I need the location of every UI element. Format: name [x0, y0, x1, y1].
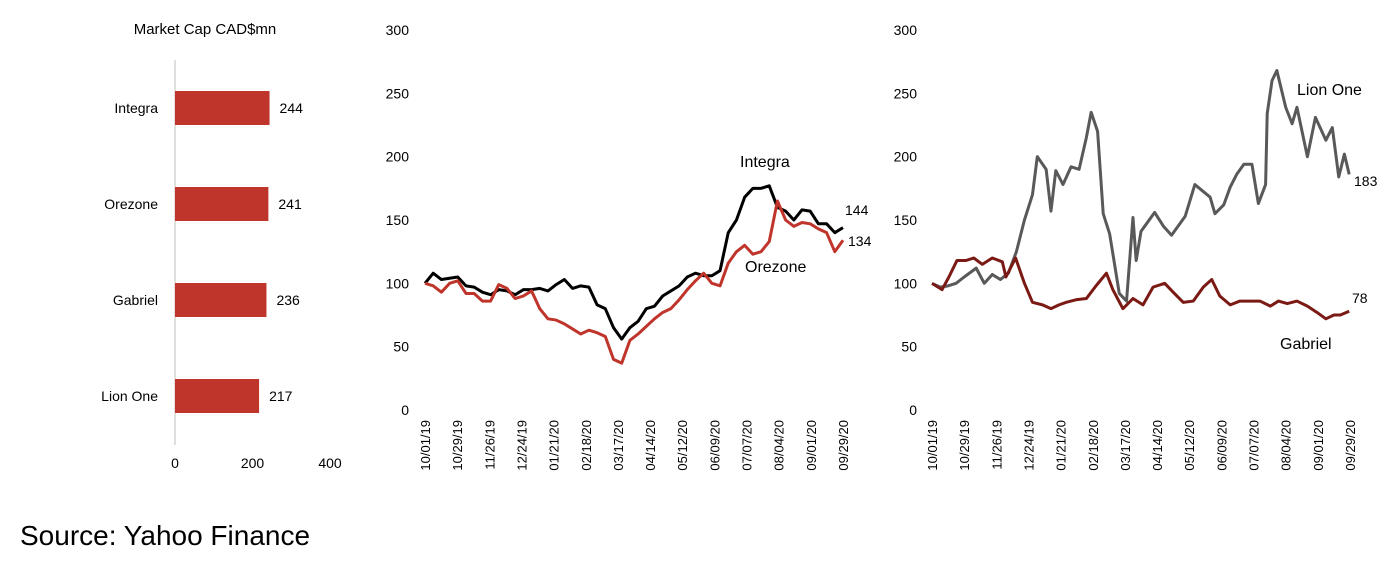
x-tick-label: 05/12/20 [1182, 420, 1197, 471]
bar-orezone [175, 187, 269, 221]
bar-category-label: Lion One [101, 388, 158, 404]
x-tick-label: 10/29/19 [957, 420, 972, 471]
series-end-value-label: 183 [1354, 173, 1378, 189]
series-name-label: Lion One [1297, 82, 1362, 99]
bar-integra [175, 91, 270, 125]
series-line-gabriel [931, 256, 1350, 321]
x-tick-label: 11/26/19 [482, 420, 497, 470]
bar-value-label: 244 [280, 100, 304, 116]
y-tick-label: 50 [393, 339, 409, 355]
y-tick-label: 100 [386, 275, 410, 291]
y-tick-label: 300 [386, 22, 410, 38]
y-tick-label: 150 [894, 212, 918, 228]
x-tick-label: 11/26/19 [989, 420, 1004, 470]
y-tick-label: 100 [894, 275, 918, 291]
x-tick-label: 10/29/19 [450, 420, 465, 471]
x-tick-label: 06/09/20 [1214, 420, 1229, 471]
x-tick-label: 09/29/20 [1343, 420, 1358, 471]
x-tick-label: 01/21/20 [547, 420, 562, 471]
x-tick-label: 03/17/20 [611, 420, 626, 471]
bar-gabriel [175, 283, 267, 317]
y-tick-label: 300 [894, 22, 918, 38]
x-tick-label: 01/21/20 [1054, 420, 1069, 471]
series-name-label: Gabriel [1280, 336, 1332, 353]
series-end-value-label: 144 [845, 202, 869, 218]
series-line-lion-one [931, 69, 1351, 303]
x-tick-label: 12/24/19 [1021, 420, 1036, 471]
x-tick-label: 09/01/20 [804, 420, 819, 471]
x-tick-label: 03/17/20 [1118, 420, 1133, 471]
series-name-label: Integra [740, 154, 790, 171]
x-tick-label: 02/18/20 [579, 420, 594, 471]
x-tick-label: 06/09/20 [707, 420, 722, 471]
x-tick-label: 07/07/20 [740, 420, 755, 471]
y-tick-label: 150 [386, 212, 410, 228]
y-tick-label: 0 [401, 402, 409, 418]
bar-category-label: Gabriel [113, 292, 158, 308]
series-end-value-label: 134 [848, 233, 872, 249]
y-tick-label: 250 [894, 85, 918, 101]
bar-value-label: 241 [278, 196, 302, 212]
series-name-label: Orezone [745, 259, 806, 276]
bar-value-label: 217 [269, 388, 293, 404]
y-tick-label: 50 [901, 339, 917, 355]
bar-value-label: 236 [276, 292, 300, 308]
bar-x-tick-label: 200 [241, 455, 265, 471]
bar-lion-one [175, 379, 260, 413]
y-tick-label: 250 [386, 85, 410, 101]
x-tick-label: 12/24/19 [514, 420, 529, 471]
bar-x-tick-label: 400 [318, 455, 342, 471]
x-tick-label: 09/01/20 [1311, 420, 1326, 471]
x-tick-label: 05/12/20 [675, 420, 690, 471]
bar-category-label: Integra [114, 100, 158, 116]
source-note: Source: Yahoo Finance [20, 520, 311, 551]
x-tick-label: 04/14/20 [643, 420, 658, 471]
x-tick-label: 08/04/20 [1279, 420, 1294, 471]
y-tick-label: 200 [894, 149, 918, 165]
x-tick-label: 09/29/20 [836, 420, 851, 471]
x-tick-label: 04/14/20 [1150, 420, 1165, 471]
series-end-value-label: 78 [1352, 290, 1368, 306]
x-tick-label: 08/04/20 [772, 420, 787, 471]
x-tick-label: 02/18/20 [1086, 420, 1101, 471]
y-tick-label: 0 [909, 402, 917, 418]
x-tick-label: 07/07/20 [1247, 420, 1262, 471]
bar-category-label: Orezone [104, 196, 158, 212]
y-tick-label: 200 [386, 149, 410, 165]
series-line-orezone [424, 199, 845, 365]
bar-x-tick-label: 0 [171, 455, 179, 471]
x-tick-label: 10/01/19 [925, 420, 940, 471]
x-tick-label: 10/01/19 [418, 420, 433, 471]
bar-chart-title: Market Cap CAD$mn [134, 21, 277, 38]
